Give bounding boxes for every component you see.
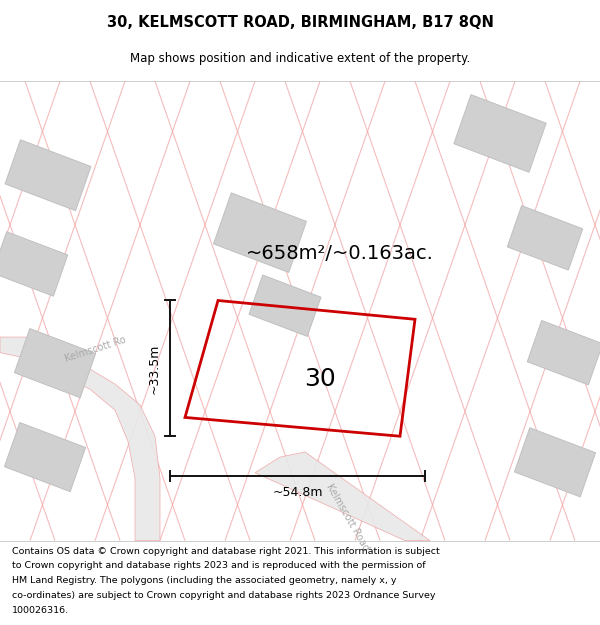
Text: Kelmscott Road: Kelmscott Road bbox=[325, 482, 371, 553]
Polygon shape bbox=[0, 232, 68, 296]
Text: 30, KELMSCOTT ROAD, BIRMINGHAM, B17 8QN: 30, KELMSCOTT ROAD, BIRMINGHAM, B17 8QN bbox=[107, 15, 493, 30]
Text: Contains OS data © Crown copyright and database right 2021. This information is : Contains OS data © Crown copyright and d… bbox=[12, 546, 440, 556]
Text: HM Land Registry. The polygons (including the associated geometry, namely x, y: HM Land Registry. The polygons (includin… bbox=[12, 576, 397, 585]
Text: ~33.5m: ~33.5m bbox=[148, 343, 161, 394]
Polygon shape bbox=[514, 428, 596, 497]
Polygon shape bbox=[527, 321, 600, 385]
Text: Kelmscott Ro: Kelmscott Ro bbox=[63, 335, 127, 364]
Polygon shape bbox=[454, 94, 546, 172]
Polygon shape bbox=[5, 140, 91, 211]
Polygon shape bbox=[255, 452, 430, 541]
Polygon shape bbox=[507, 206, 583, 270]
Text: 100026316.: 100026316. bbox=[12, 606, 69, 614]
Polygon shape bbox=[14, 329, 95, 398]
Polygon shape bbox=[4, 422, 86, 492]
Text: ~658m²/~0.163ac.: ~658m²/~0.163ac. bbox=[246, 244, 434, 263]
Text: 30: 30 bbox=[304, 367, 335, 391]
Polygon shape bbox=[214, 193, 307, 272]
Polygon shape bbox=[0, 337, 160, 541]
Polygon shape bbox=[249, 275, 321, 336]
Text: Map shows position and indicative extent of the property.: Map shows position and indicative extent… bbox=[130, 52, 470, 65]
Text: ~54.8m: ~54.8m bbox=[272, 486, 323, 499]
Text: to Crown copyright and database rights 2023 and is reproduced with the permissio: to Crown copyright and database rights 2… bbox=[12, 561, 425, 570]
Text: co-ordinates) are subject to Crown copyright and database rights 2023 Ordnance S: co-ordinates) are subject to Crown copyr… bbox=[12, 591, 436, 600]
